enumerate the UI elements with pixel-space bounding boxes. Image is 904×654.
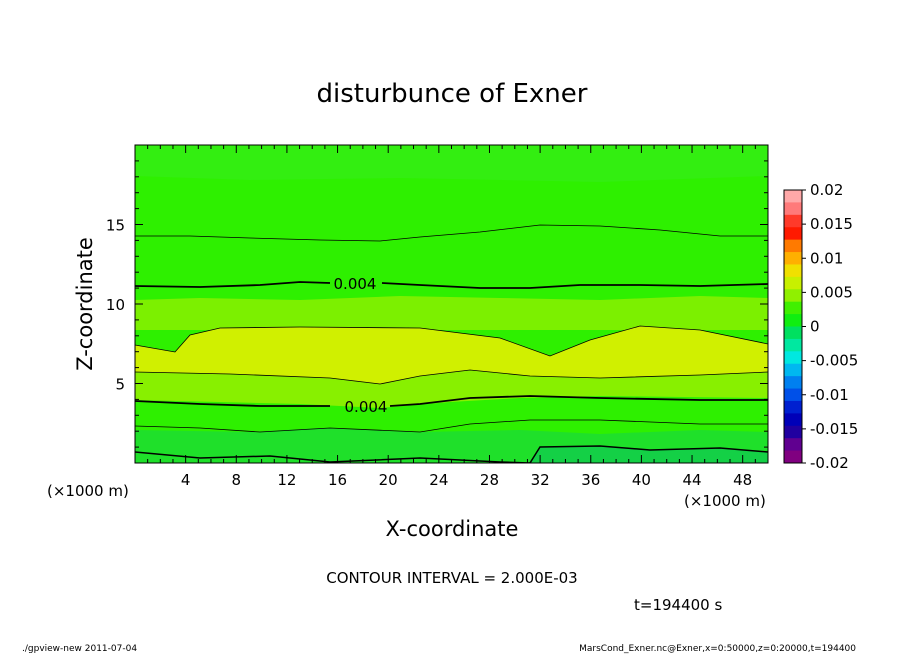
colorbar-label: 0.005 bbox=[810, 283, 853, 301]
x-tick-label: 20 bbox=[379, 471, 398, 489]
heatmap-field bbox=[135, 145, 768, 463]
colorbar-swatch bbox=[784, 214, 802, 228]
colorbar-label: 0 bbox=[810, 318, 820, 336]
x-tick-label: 24 bbox=[429, 471, 448, 489]
x-tick-label: 4 bbox=[181, 471, 191, 489]
footer-right: MarsCond_Exner.nc@Exner,x=0:50000,z=0:20… bbox=[579, 644, 856, 654]
colorbar-swatch bbox=[784, 400, 802, 414]
colorbar-swatch bbox=[784, 363, 802, 377]
x-unit-label-left: (×1000 m) bbox=[47, 482, 129, 500]
x-tick-label: 28 bbox=[480, 471, 499, 489]
x-tick-label: 12 bbox=[277, 471, 296, 489]
colorbar-label: 0.01 bbox=[810, 249, 843, 267]
colorbar-label: 0.02 bbox=[810, 181, 843, 199]
colorbar-swatch bbox=[784, 438, 802, 452]
colorbar-swatch bbox=[784, 264, 802, 278]
colorbar-swatch bbox=[784, 301, 802, 315]
x-tick-label: 32 bbox=[531, 471, 550, 489]
colorbar-swatch bbox=[784, 413, 802, 427]
contour-interval-text: CONTOUR INTERVAL = 2.000E-03 bbox=[326, 569, 577, 587]
x-tick-label: 48 bbox=[733, 471, 752, 489]
colorbar-label: 0.015 bbox=[810, 215, 853, 233]
y-tick-label: 5 bbox=[115, 376, 125, 394]
colorbar-swatch bbox=[784, 239, 802, 253]
x-unit-label-right: (×1000 m) bbox=[684, 492, 766, 510]
colorbar-swatch bbox=[784, 202, 802, 216]
y-tick-label: 10 bbox=[106, 296, 125, 314]
colorbar-swatch bbox=[784, 276, 802, 290]
colorbar-swatch bbox=[784, 351, 802, 365]
y-axis: 5 10 15 bbox=[106, 160, 768, 448]
colorbar-swatch bbox=[784, 326, 802, 340]
colorbar-swatch bbox=[784, 425, 802, 439]
colorbar-swatch bbox=[784, 190, 802, 203]
footer-left: ./gpview-new 2011-07-04 bbox=[22, 644, 137, 654]
contour-label: 0.004 bbox=[345, 398, 388, 416]
x-tick-label: 16 bbox=[328, 471, 347, 489]
y-tick-label: 15 bbox=[106, 217, 125, 235]
colorbar-swatch bbox=[784, 376, 802, 390]
x-tick-label: 36 bbox=[581, 471, 600, 489]
x-axis: 4 8 12 16 20 24 28 32 36 40 44 48 bbox=[147, 145, 756, 489]
colorbar-swatch bbox=[784, 314, 802, 327]
x-axis-title: X-coordinate bbox=[386, 517, 519, 541]
colorbar-label: -0.015 bbox=[810, 420, 858, 438]
colorbar-label: -0.01 bbox=[810, 386, 849, 404]
colorbar-swatch bbox=[784, 450, 802, 464]
x-tick-label: 44 bbox=[682, 471, 701, 489]
colorbar-swatch bbox=[784, 338, 802, 352]
colorbar-label: -0.005 bbox=[810, 352, 858, 370]
colorbar-label: -0.02 bbox=[810, 454, 849, 472]
colorbar-swatch bbox=[784, 388, 802, 402]
colorbar-swatch bbox=[784, 252, 802, 265]
x-tick-label: 8 bbox=[232, 471, 242, 489]
chart-title: disturbunce of Exner bbox=[317, 79, 588, 109]
y-axis-title: Z-coordinate bbox=[73, 237, 97, 371]
x-tick-label: 40 bbox=[632, 471, 651, 489]
contour-label: 0.004 bbox=[334, 275, 377, 293]
colorbar: 0.02 0.015 0.01 0.005 0 -0.005 -0.01 -0.015 -0.0… bbox=[783, 181, 858, 472]
time-text: t=194400 s bbox=[634, 596, 722, 614]
colorbar-swatch bbox=[784, 227, 802, 241]
colorbar-swatch bbox=[784, 289, 802, 303]
